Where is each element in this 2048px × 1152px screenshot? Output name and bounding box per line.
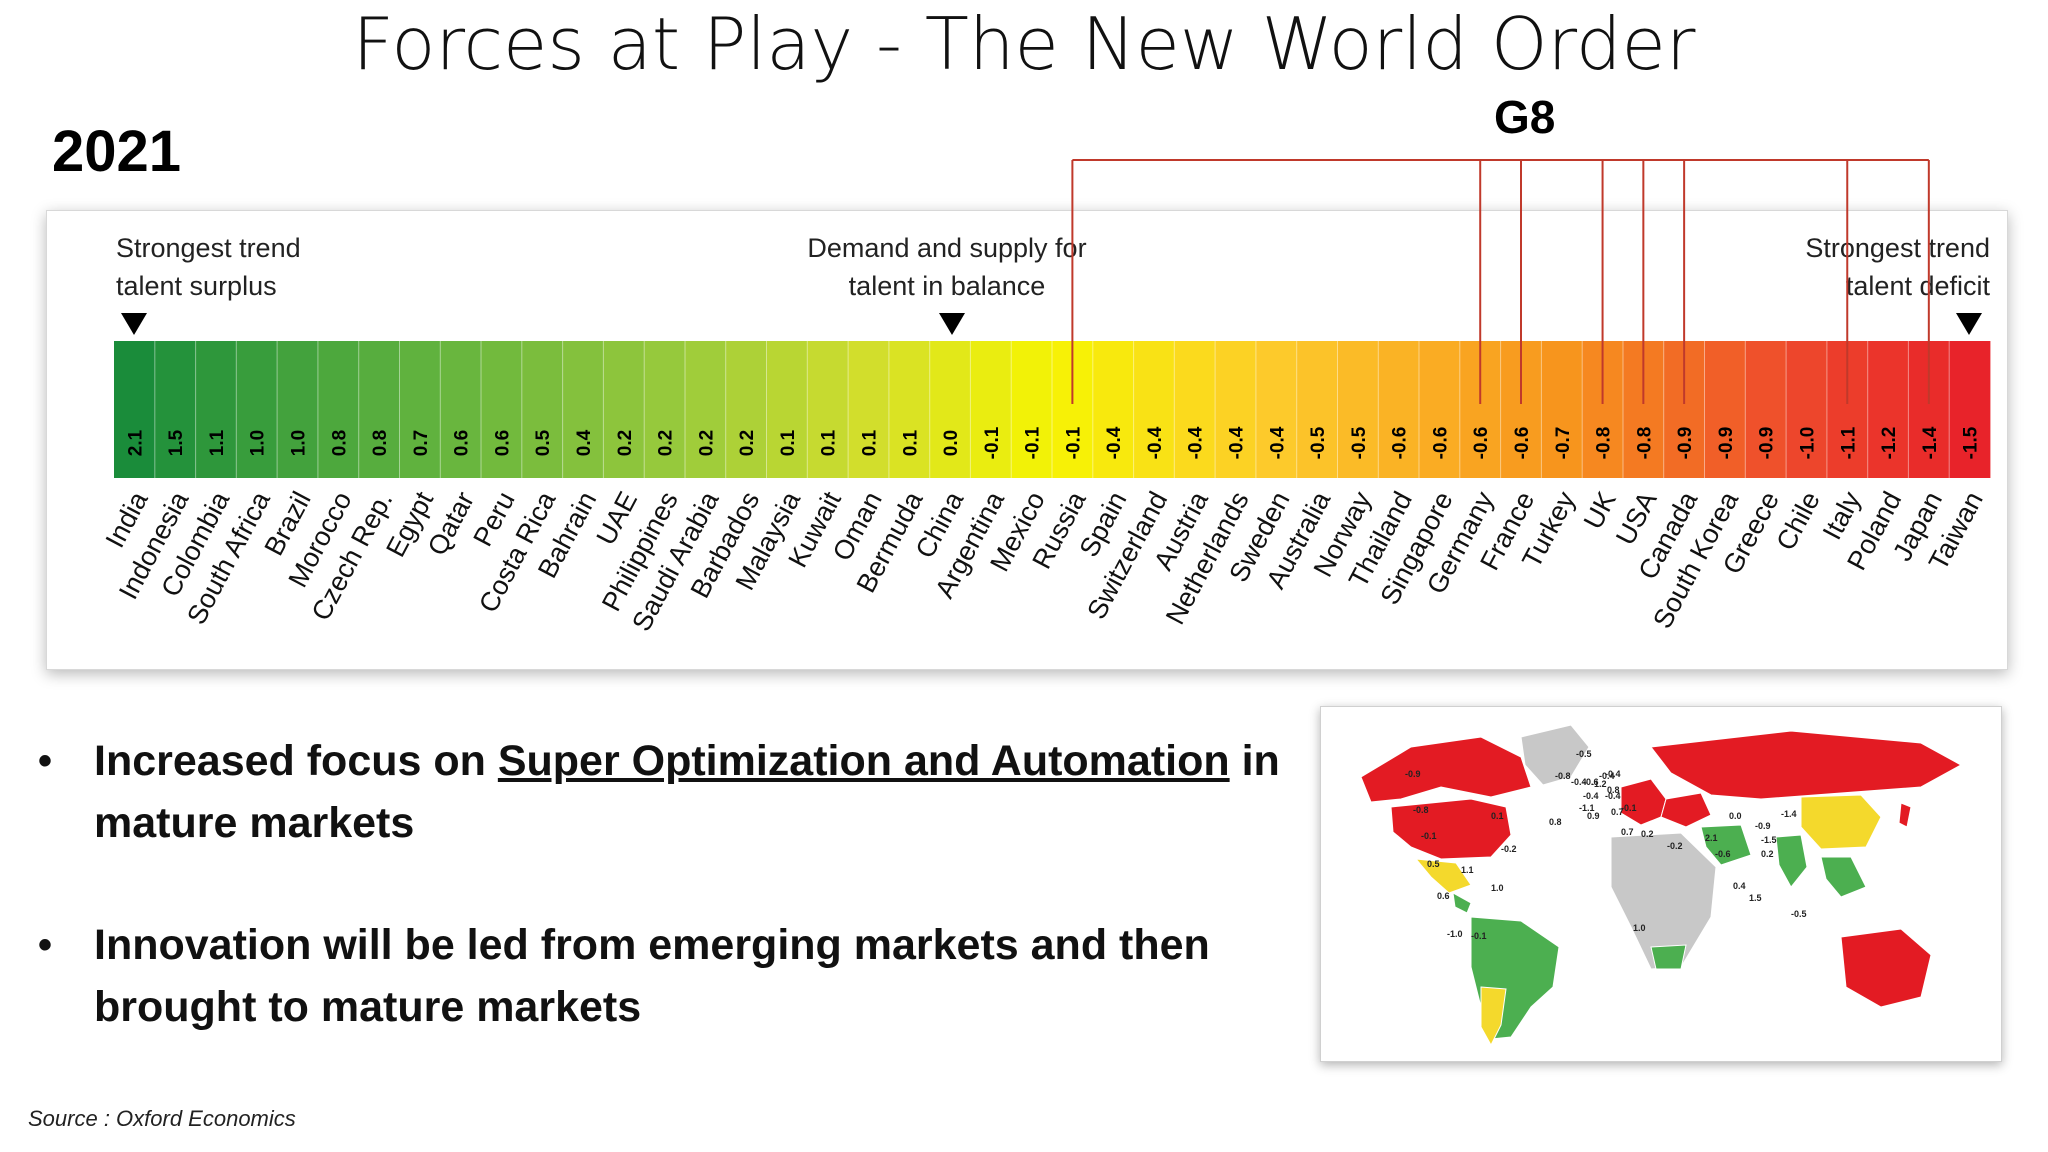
map-value-label: -0.4: [1583, 791, 1599, 801]
map-region-russia: [1650, 730, 1963, 800]
map-region-europe-east: [1660, 792, 1712, 828]
talent-trend-chart-panel: [46, 210, 2008, 670]
map-value-label: 0.0: [1729, 811, 1742, 821]
map-value-label: -0.4: [1571, 777, 1587, 787]
map-region-middle-east: [1700, 824, 1752, 866]
map-value-label: 1.0: [1633, 923, 1646, 933]
map-value-label: 0.9: [1587, 811, 1600, 821]
world-map-panel: -0.9 -0.8 -0.1 0.1 -0.2 0.5 1.1 1.0 0.6 -1.0 -0.1-…: [1320, 706, 2002, 1062]
map-value-label: -0.1: [1421, 831, 1437, 841]
bullet-suffix: in mature markets: [94, 737, 1280, 847]
map-value-label: -0.6: [1715, 849, 1731, 859]
map-value-label: -1.0: [1447, 929, 1463, 939]
map-value-label: 0.6: [1437, 891, 1450, 901]
map-value-label: -0.8: [1555, 771, 1571, 781]
map-value-label: 0.2: [1761, 849, 1774, 859]
bullet-item: • Increased focus on Super Optimization …: [38, 730, 1298, 854]
map-value-label: -0.1: [1621, 803, 1637, 813]
bullet-dot-icon: •: [38, 739, 53, 783]
map-value-label: 1.1: [1461, 865, 1474, 875]
map-region-mexico: [1414, 858, 1472, 894]
map-value-label: 0.5: [1427, 859, 1440, 869]
map-region-japan: [1898, 802, 1912, 828]
map-region-europe-west: [1620, 778, 1667, 826]
map-value-label: 1.5: [1749, 893, 1762, 903]
bullet-emphasis: Super Optimization and Automation: [497, 737, 1230, 785]
map-value-label: -0.9: [1405, 769, 1421, 779]
map-value-label: -0.5: [1576, 749, 1592, 759]
map-region-greenland: [1520, 724, 1590, 786]
map-value-label: 0.7: [1611, 807, 1624, 817]
map-value-label: -1.4: [1781, 809, 1797, 819]
source-note: Source : Oxford Economics: [28, 1106, 296, 1131]
bullet-list: • Increased focus on Super Optimization …: [38, 730, 1298, 1098]
map-value-label: 2.1: [1705, 833, 1718, 843]
map-value-label: 1.0: [1491, 883, 1504, 893]
map-region-southeast-asia: [1820, 856, 1867, 898]
map-value-label: 0.8: [1549, 817, 1562, 827]
bullet-prefix: Increased focus on: [94, 737, 498, 785]
map-value-label: 0.7: [1621, 827, 1634, 837]
map-region-china: [1800, 794, 1882, 850]
bullet-dot-icon: •: [38, 923, 53, 967]
world-map: -0.9-0.8-0.10.1-0.20.51.11.00.6-1.0 -0.1-…: [1360, 724, 1963, 1047]
map-region-australia: [1840, 928, 1932, 1008]
map-value-label: -0.5: [1791, 909, 1807, 919]
map-region-argentina-chile: [1480, 986, 1507, 1047]
map-value-label: -0.8: [1413, 805, 1429, 815]
map-value-label: 0.2: [1641, 829, 1654, 839]
map-value-label: -0.2: [1667, 841, 1683, 851]
map-value-label: -0.6: [1583, 777, 1599, 787]
slide-title: Forces at Play - The New World Order: [352, 2, 1696, 86]
map-region-india: [1775, 834, 1808, 888]
map-value-label: 0.4: [1733, 881, 1746, 891]
map-value-label: 0.8: [1607, 785, 1620, 795]
map-value-label: -0.2: [1501, 844, 1517, 854]
map-value-label: -0.4: [1599, 771, 1615, 781]
map-region-south-africa: [1650, 944, 1687, 970]
map-value-label: -1.2: [1591, 779, 1607, 789]
map-value-label: -1.1: [1579, 803, 1595, 813]
year-label: 2021: [52, 119, 182, 184]
map-region-usa: [1390, 798, 1512, 860]
map-value-label: -0.4: [1605, 791, 1621, 801]
bullet-text: Innovation will be led from emerging mar…: [94, 921, 1210, 1031]
map-region-north-america-north: [1360, 736, 1532, 803]
map-value-label: -0.4: [1605, 769, 1621, 779]
g8-label: G8: [1494, 91, 1556, 143]
map-value-label: 0.1: [1491, 811, 1504, 821]
bullet-item: • Innovation will be led from emerging m…: [38, 914, 1298, 1038]
map-value-label: -0.9: [1755, 821, 1771, 831]
map-region-central-america: [1452, 892, 1472, 914]
map-value-label: -0.1: [1471, 931, 1487, 941]
map-value-label: -1.5: [1761, 835, 1777, 845]
